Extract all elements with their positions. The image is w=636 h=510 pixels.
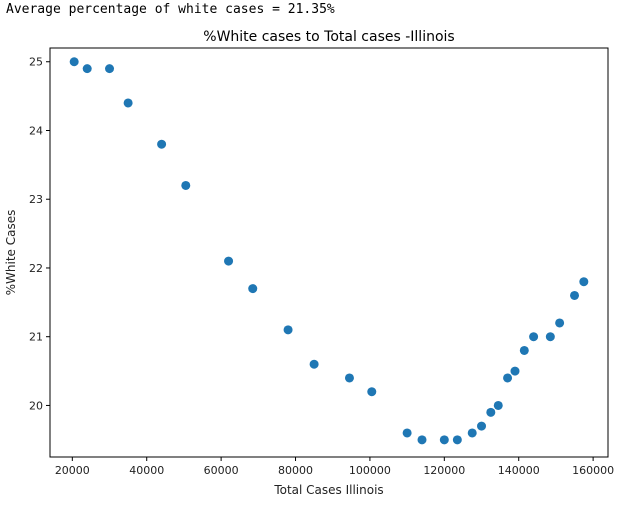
data-point: [529, 332, 539, 342]
plot-area-frame: [49, 47, 609, 458]
y-tick-label: 21: [29, 331, 43, 344]
x-tick-label: 40000: [129, 464, 164, 477]
y-tick-label: 22: [29, 262, 43, 275]
data-point: [503, 373, 513, 383]
data-point: [309, 359, 319, 369]
x-tick-label: 120000: [423, 464, 465, 477]
x-tick-label: 140000: [498, 464, 540, 477]
data-point: [486, 407, 496, 417]
data-point: [123, 98, 133, 108]
data-point: [181, 180, 191, 190]
data-point: [283, 325, 293, 335]
data-point: [493, 400, 503, 410]
data-point: [467, 428, 477, 438]
y-tick-label: 25: [29, 56, 43, 69]
data-point: [82, 64, 92, 74]
y-tick-label: 20: [29, 399, 43, 412]
data-point: [579, 277, 589, 287]
x-tick-label: 60000: [204, 464, 239, 477]
data-point: [555, 318, 565, 328]
y-tick-label: 24: [29, 124, 43, 137]
data-point: [477, 421, 487, 431]
y-tick-label: 23: [29, 193, 43, 206]
x-axis-label: Total Cases Illinois: [273, 483, 383, 497]
data-point: [344, 373, 354, 383]
data-points: [69, 57, 589, 445]
cell-output-text: Average percentage of white cases = 21.3…: [6, 2, 335, 17]
x-tick-label: 20000: [55, 464, 90, 477]
data-point: [248, 284, 258, 294]
data-point: [570, 290, 580, 300]
data-point: [69, 57, 79, 67]
data-point: [157, 139, 167, 149]
data-point: [439, 435, 449, 445]
x-tick-label: 160000: [572, 464, 614, 477]
data-point: [452, 435, 462, 445]
data-point: [519, 345, 529, 355]
data-point: [417, 435, 427, 445]
axis-ticks: 20000 40000 60000 80000 100000 120000 140000 16…: [29, 56, 614, 477]
data-point: [224, 256, 234, 266]
chart-title: %White cases to Total cases -Illinois: [203, 29, 454, 45]
data-point: [105, 64, 115, 74]
data-point: [402, 428, 412, 438]
y-axis-label: %White Cases: [4, 210, 18, 296]
data-point: [510, 366, 520, 376]
data-point: [545, 332, 555, 342]
x-tick-label: 80000: [278, 464, 313, 477]
data-point: [367, 387, 377, 397]
x-tick-label: 100000: [349, 464, 391, 477]
